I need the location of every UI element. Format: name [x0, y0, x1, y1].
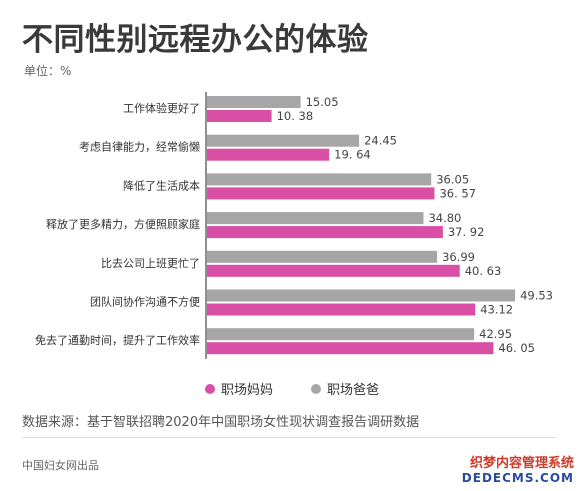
bar-mom [207, 303, 476, 316]
value-label-mom: 10. 38 [277, 109, 314, 123]
bar-mom [207, 226, 443, 239]
value-label-mom: 43.12 [480, 303, 513, 317]
legend-dot [205, 384, 215, 394]
value-label-dad: 49.53 [520, 289, 553, 303]
bar-dad [207, 289, 516, 302]
bar-mom [207, 264, 460, 277]
bar-dad [207, 212, 424, 225]
category-label: 团队间协作沟通不方便 [90, 295, 200, 309]
legend-label: 职场爸爸 [327, 383, 379, 398]
bar-dad [207, 96, 301, 108]
value-label-mom: 40. 63 [465, 264, 502, 278]
category-label: 释放了更多精力，方便照顾家庭 [46, 217, 200, 231]
value-label-dad: 24.45 [364, 134, 397, 148]
bar-dad [207, 328, 475, 341]
bar-dad [207, 250, 438, 263]
watermark-line-2: DEDECMS.COM [461, 471, 574, 485]
value-label-dad: 15.05 [306, 95, 339, 109]
value-label-dad: 36.05 [436, 172, 469, 186]
category-label: 降低了生活成本 [123, 178, 200, 192]
category-label: 考虑自律能力，经常偷懒 [79, 140, 200, 154]
bar-dad [207, 173, 432, 186]
bar-mom [207, 187, 435, 200]
bar-mom [207, 110, 272, 122]
value-label-dad: 42.95 [479, 327, 512, 341]
category-label: 比去公司上班更忙了 [101, 256, 200, 270]
category-label: 免去了通勤时间，提升了工作效率 [35, 333, 200, 347]
footer-credit: 中国妇女网出品 [22, 459, 99, 472]
legend-label: 职场妈妈 [221, 383, 273, 398]
category-label: 工作体验更好了 [123, 101, 200, 115]
value-label-mom: 46. 05 [498, 341, 535, 355]
value-label-dad: 34.80 [428, 211, 461, 225]
watermark: 织梦内容管理系统 DEDECMS.COM [454, 456, 574, 486]
unit-label: 单位：% [24, 64, 72, 78]
watermark-line-1: 织梦内容管理系统 [469, 456, 574, 471]
value-label-dad: 36.99 [442, 250, 475, 264]
bar-mom [207, 148, 330, 161]
divider [22, 437, 556, 438]
legend-dot [311, 384, 321, 394]
data-source-note: 数据来源：基于智联招聘2020年中国职场女性现状调查报告调研数据 [22, 415, 420, 430]
value-label-mom: 19. 64 [334, 148, 371, 162]
bar-mom [207, 342, 494, 355]
bar-dad [207, 134, 360, 147]
value-label-mom: 36. 57 [439, 186, 476, 200]
chart-title: 不同性别远程办公的体验 [22, 22, 369, 58]
value-label-mom: 37. 92 [448, 225, 485, 239]
